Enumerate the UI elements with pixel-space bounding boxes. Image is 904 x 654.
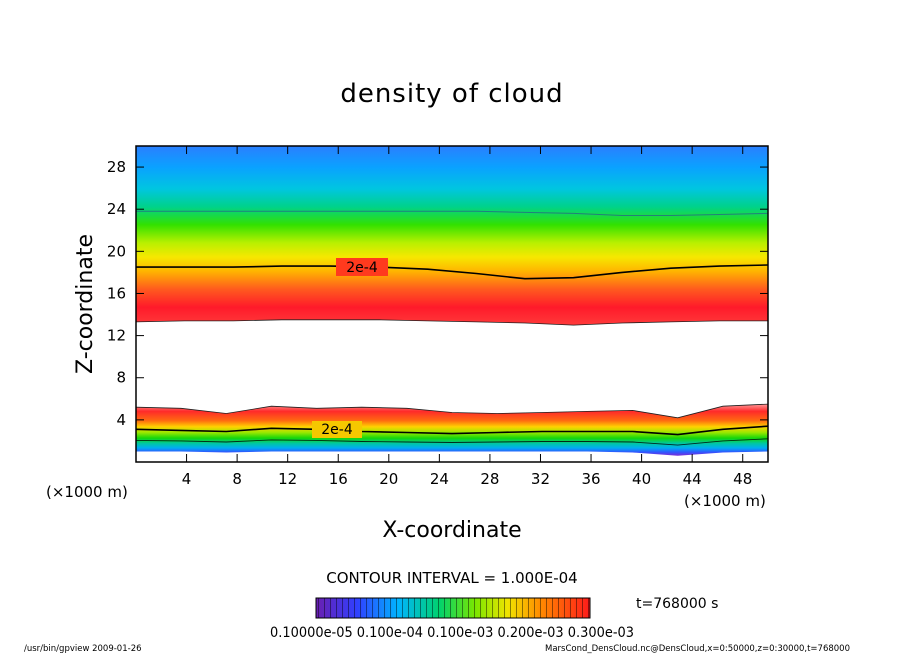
- x-tick-label: 8: [232, 470, 242, 488]
- upper-layer-contour-line: [136, 264, 768, 280]
- x-tick-label: 24: [430, 470, 449, 488]
- contour-label-lower: 2e-4: [321, 422, 353, 438]
- x-unit-right: (×1000 m): [684, 492, 766, 510]
- x-tick-label: 28: [480, 470, 499, 488]
- contour-label-upper: 2e-4: [346, 260, 378, 276]
- x-tick-label: 36: [581, 470, 600, 488]
- lower-cloud-layer: [136, 404, 768, 456]
- x-tick-label: 40: [632, 470, 651, 488]
- y-tick-label: 16: [107, 284, 126, 302]
- x-tick-label: 4: [182, 470, 192, 488]
- x-tick-label: 16: [329, 470, 348, 488]
- x-axis-label: X-coordinate: [382, 518, 521, 543]
- y-tick-label: 20: [107, 242, 126, 260]
- y-tick-label: 12: [107, 327, 126, 345]
- x-tick-label: 44: [683, 470, 702, 488]
- x-axis-ticks: 4 8 12 16 20 24 28 32 36 40 44 48: [182, 146, 752, 488]
- footer-right: MarsCond_DensCloud.nc@DensCloud,x=0:5000…: [545, 644, 850, 654]
- upper-cloud-layer: [136, 146, 768, 326]
- x-tick-label: 20: [379, 470, 398, 488]
- lower-layer-contour-line: [136, 425, 768, 436]
- y-axis-ticks: 4 8 12 16 20 24 28: [107, 158, 768, 429]
- x-tick-label: 32: [531, 470, 550, 488]
- x-tick-label: 48: [733, 470, 752, 488]
- plot-area: 2e-4 2e-4: [136, 146, 768, 462]
- lower-layer-top-edge: [136, 403, 768, 419]
- contour-label-bg-lower: [312, 421, 362, 438]
- colorbar-hatching: [316, 598, 590, 618]
- contour-label-bg-upper: [336, 258, 388, 276]
- y-tick-label: 8: [116, 369, 126, 387]
- time-label: t=768000 s: [636, 596, 718, 612]
- x-tick-label: 12: [278, 470, 297, 488]
- y-tick-label: 4: [116, 411, 126, 429]
- plot-frame: [135, 145, 769, 463]
- upper-layer-bottom-edge: [136, 319, 768, 326]
- x-unit-left: (×1000 m): [46, 483, 128, 501]
- y-tick-label: 24: [107, 200, 126, 218]
- colorbar-frame: [315, 597, 591, 619]
- upper-layer-inner-contour: [136, 210, 768, 216]
- footer-left: /usr/bin/gpview 2009-01-26: [24, 644, 142, 654]
- y-tick-label: 28: [107, 158, 126, 176]
- y-axis-label: Z-coordinate: [73, 234, 98, 374]
- colorbar-tick-labels: 0.10000e-05 0.100e-04 0.100e-03 0.200e-0…: [270, 625, 634, 641]
- contour-interval: CONTOUR INTERVAL = 1.000E-04: [326, 569, 577, 587]
- lower-layer-inner-contour: [136, 438, 768, 446]
- chart-title: density of cloud: [340, 79, 563, 109]
